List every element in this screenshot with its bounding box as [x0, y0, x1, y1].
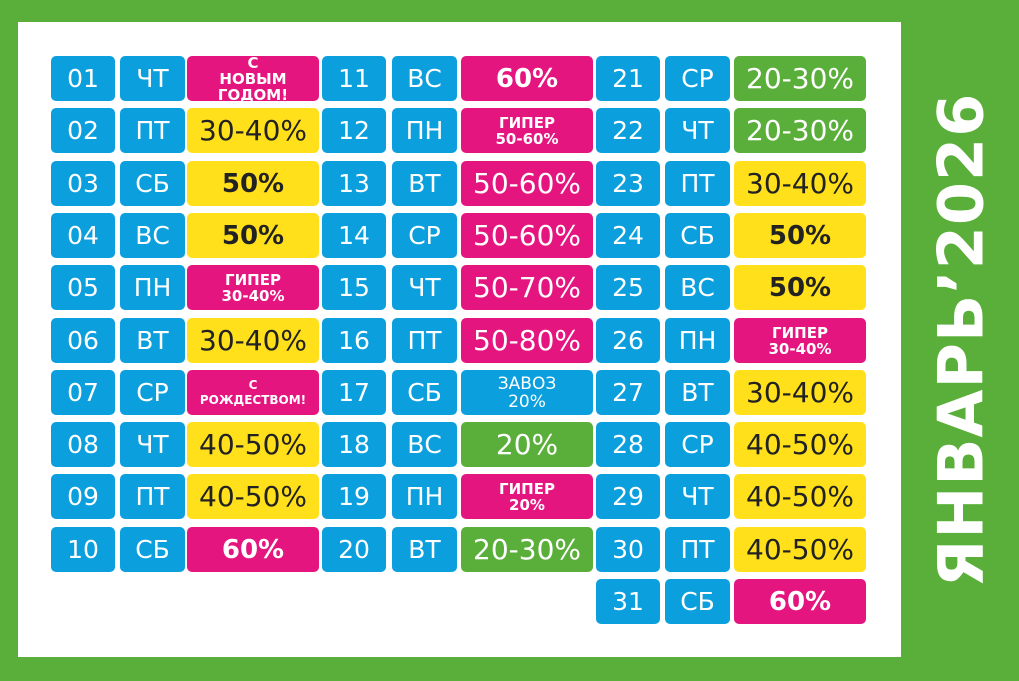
discount-label: 30-40% — [734, 370, 866, 415]
discount-label: ГИПЕР 20% — [461, 474, 593, 519]
discount-label: С РОЖДЕСТВОМ! — [187, 370, 319, 415]
weekday: ЧТ — [665, 474, 730, 519]
discount-label: 40-50% — [734, 474, 866, 519]
day-number: 14 — [322, 213, 386, 258]
weekday: ВС — [120, 213, 185, 258]
discount-label: 20-30% — [734, 56, 866, 101]
weekday: ВС — [665, 265, 730, 310]
day-number: 07 — [51, 370, 115, 415]
weekday: ПТ — [120, 474, 185, 519]
discount-label: 30-40% — [187, 318, 319, 363]
discount-label: 40-50% — [187, 422, 319, 467]
day-number: 12 — [322, 108, 386, 153]
day-number: 09 — [51, 474, 115, 519]
discount-label: 50% — [734, 213, 866, 258]
day-number: 16 — [322, 318, 386, 363]
day-number: 18 — [322, 422, 386, 467]
weekday: ПТ — [120, 108, 185, 153]
discount-label: 60% — [461, 56, 593, 101]
weekday: ВТ — [392, 527, 457, 572]
discount-label: 30-40% — [734, 161, 866, 206]
discount-label: 50-80% — [461, 318, 593, 363]
weekday: ЧТ — [120, 422, 185, 467]
discount-label: 50% — [734, 265, 866, 310]
discount-label: С НОВЫМ ГОДОМ! — [187, 55, 319, 103]
day-number: 25 — [596, 265, 660, 310]
weekday: ЧТ — [120, 56, 185, 101]
weekday: ЧТ — [392, 265, 457, 310]
weekday: ВС — [392, 56, 457, 101]
weekday: СБ — [392, 370, 457, 415]
day-number: 21 — [596, 56, 660, 101]
discount-label: 60% — [734, 579, 866, 624]
day-number: 26 — [596, 318, 660, 363]
day-number: 20 — [322, 527, 386, 572]
day-number: 29 — [596, 474, 660, 519]
discount-label: ГИПЕР 50-60% — [461, 108, 593, 153]
discount-label: 50-60% — [461, 213, 593, 258]
month-title: ЯНВАРЬ’2026 — [902, 22, 1019, 657]
day-number: 17 — [322, 370, 386, 415]
day-number: 03 — [51, 161, 115, 206]
weekday: СР — [665, 422, 730, 467]
weekday: ВТ — [120, 318, 185, 363]
day-number: 28 — [596, 422, 660, 467]
weekday: ВС — [392, 422, 457, 467]
day-number: 24 — [596, 213, 660, 258]
discount-label: 60% — [187, 527, 319, 572]
day-number: 15 — [322, 265, 386, 310]
weekday: ПТ — [665, 527, 730, 572]
weekday: ПН — [665, 318, 730, 363]
weekday: СБ — [120, 161, 185, 206]
weekday: ВТ — [665, 370, 730, 415]
weekday: ПН — [392, 108, 457, 153]
day-number: 01 — [51, 56, 115, 101]
day-number: 19 — [322, 474, 386, 519]
day-number: 11 — [322, 56, 386, 101]
discount-label: 50% — [187, 213, 319, 258]
discount-label: 40-50% — [187, 474, 319, 519]
day-number: 10 — [51, 527, 115, 572]
weekday: СБ — [665, 579, 730, 624]
day-number: 08 — [51, 422, 115, 467]
discount-label: 40-50% — [734, 422, 866, 467]
discount-label: 40-50% — [734, 527, 866, 572]
day-number: 05 — [51, 265, 115, 310]
day-number: 02 — [51, 108, 115, 153]
weekday: ПН — [120, 265, 185, 310]
weekday: ПН — [392, 474, 457, 519]
discount-label: 20-30% — [734, 108, 866, 153]
discount-label: 50% — [187, 161, 319, 206]
weekday: ЧТ — [665, 108, 730, 153]
day-number: 13 — [322, 161, 386, 206]
discount-label: 20-30% — [461, 527, 593, 572]
weekday: СБ — [120, 527, 185, 572]
weekday: СР — [665, 56, 730, 101]
discount-label: 50-60% — [461, 161, 593, 206]
month-title-text: ЯНВАРЬ’2026 — [924, 92, 997, 587]
day-number: 06 — [51, 318, 115, 363]
day-number: 31 — [596, 579, 660, 624]
day-number: 27 — [596, 370, 660, 415]
discount-label: 50-70% — [461, 265, 593, 310]
day-number: 04 — [51, 213, 115, 258]
weekday: СР — [120, 370, 185, 415]
weekday: СБ — [665, 213, 730, 258]
weekday: ВТ — [392, 161, 457, 206]
weekday: СР — [392, 213, 457, 258]
discount-label: ГИПЕР 30-40% — [734, 318, 866, 363]
discount-label: 20% — [461, 422, 593, 467]
discount-label: ЗАВОЗ 20% — [461, 370, 593, 415]
discount-label: ГИПЕР 30-40% — [187, 265, 319, 310]
day-number: 23 — [596, 161, 660, 206]
discount-label: 30-40% — [187, 108, 319, 153]
day-number: 30 — [596, 527, 660, 572]
weekday: ПТ — [665, 161, 730, 206]
weekday: ПТ — [392, 318, 457, 363]
day-number: 22 — [596, 108, 660, 153]
